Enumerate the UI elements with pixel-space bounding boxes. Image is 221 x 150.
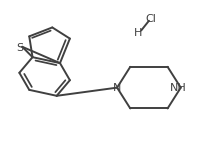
Text: NH: NH — [170, 83, 187, 93]
Text: H: H — [134, 28, 142, 38]
Text: S: S — [16, 42, 23, 52]
Text: N: N — [112, 83, 121, 93]
Text: Cl: Cl — [146, 14, 156, 24]
